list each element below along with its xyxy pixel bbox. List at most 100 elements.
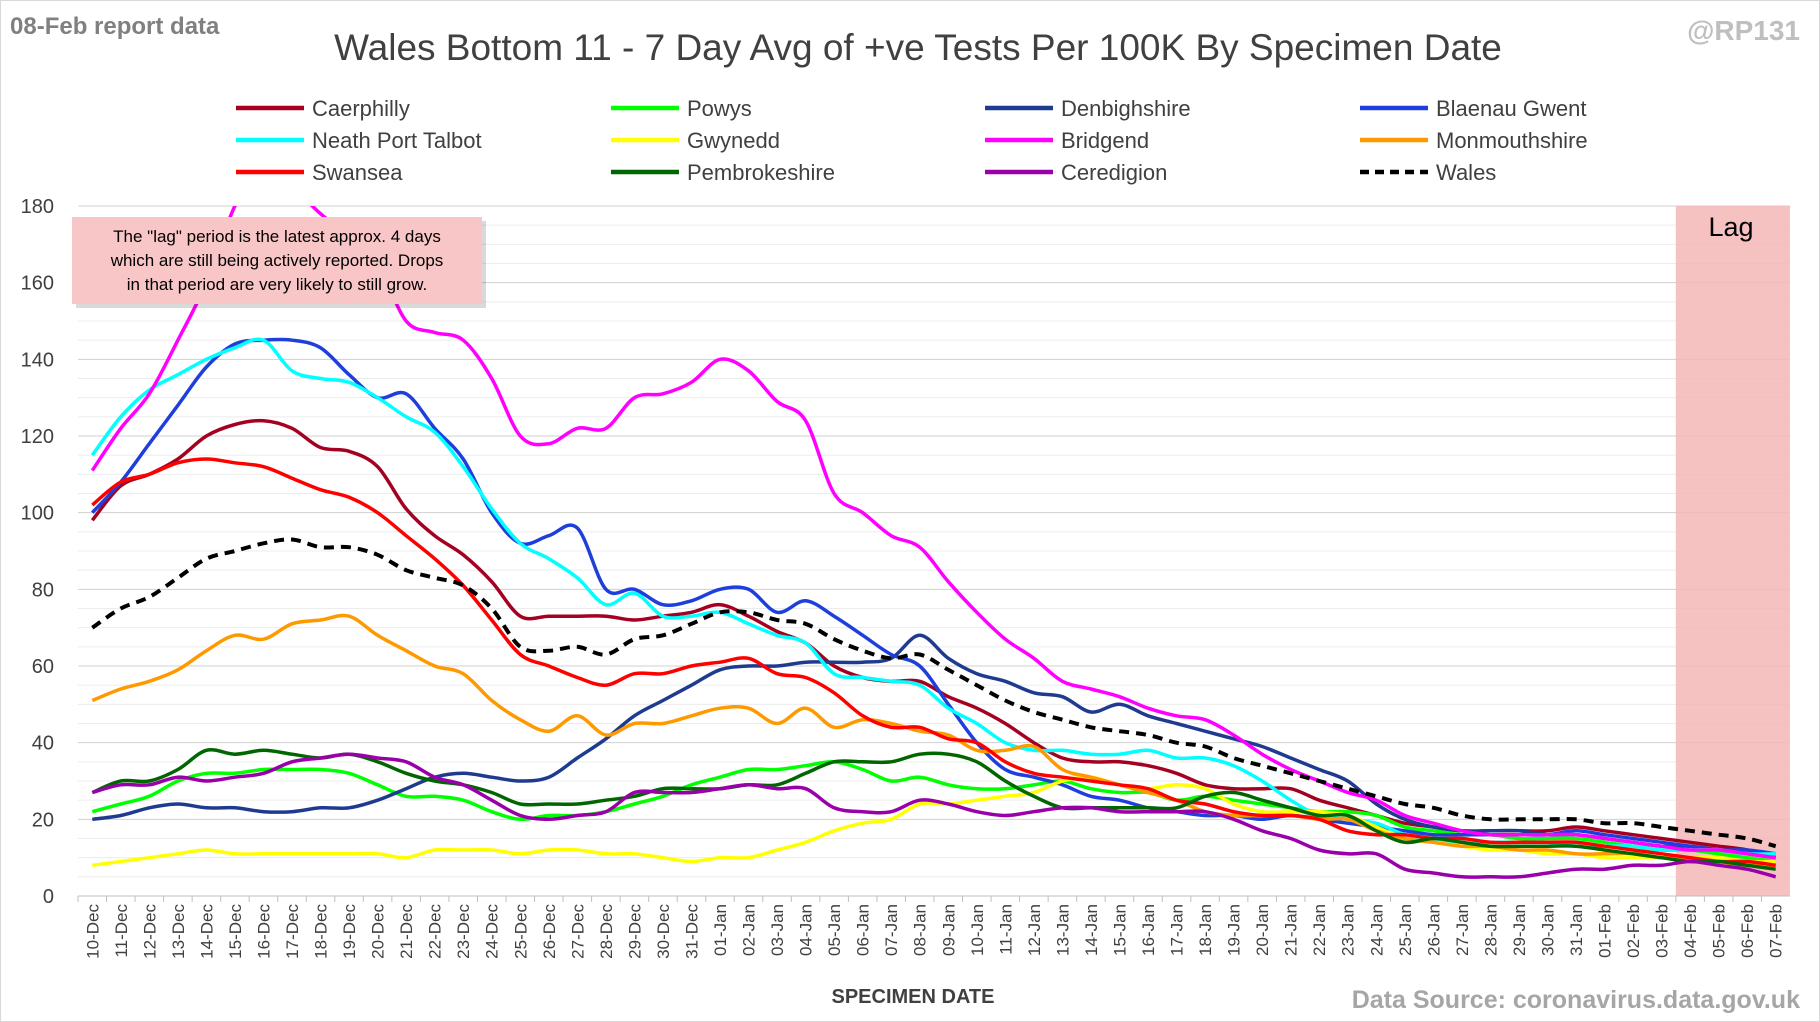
x-tick-label: 19-Jan xyxy=(1225,904,1244,956)
x-tick-label: 04-Jan xyxy=(797,904,816,956)
legend-label: Swansea xyxy=(312,160,403,185)
legend-label: Monmouthshire xyxy=(1436,128,1588,153)
x-tick-label: 14-Jan xyxy=(1082,904,1101,956)
series-line-caerphilly xyxy=(90,418,1777,860)
x-tick-label: 10-Jan xyxy=(968,904,987,956)
author-handle: @RP131 xyxy=(1687,15,1800,46)
x-tick-label: 16-Jan xyxy=(1139,904,1158,956)
x-tick-label: 19-Dec xyxy=(340,904,359,959)
legend-label: Gwynedd xyxy=(687,128,780,153)
y-tick-label: 80 xyxy=(32,579,54,601)
x-tick-label: 17-Jan xyxy=(1168,904,1187,956)
legend-label: Caerphilly xyxy=(312,96,410,121)
x-tick-label: 27-Jan xyxy=(1453,904,1472,956)
series-line-gwynedd xyxy=(92,775,1776,868)
legend-label: Pembrokeshire xyxy=(687,160,835,185)
series-line-denbighshire xyxy=(92,633,1776,860)
x-tick-label: 18-Jan xyxy=(1196,904,1215,956)
legend: Caerphilly Powys Denbighshire Blaenau Gwent… xyxy=(236,96,1588,185)
x-tick-label: 28-Jan xyxy=(1481,904,1500,956)
x-tick-label: 07-Jan xyxy=(882,904,901,956)
legend-item: Swansea xyxy=(236,160,403,185)
x-tick-label: 30-Dec xyxy=(654,904,673,959)
legend-label: Denbighshire xyxy=(1061,96,1191,121)
report-date-label: 08-Feb report data xyxy=(10,13,220,40)
y-tick-label: 180 xyxy=(21,196,54,218)
legend-item: Blaenau Gwent xyxy=(1360,96,1586,121)
x-tick-label: 12-Dec xyxy=(140,904,159,959)
x-tick-label: 06-Jan xyxy=(854,904,873,956)
y-tick-label: 160 xyxy=(21,273,54,295)
x-tick-label: 05-Jan xyxy=(825,904,844,956)
legend-item: Caerphilly xyxy=(236,96,410,121)
x-tick-label: 11-Dec xyxy=(112,904,131,958)
y-tick-label: 20 xyxy=(32,809,54,831)
legend-item: Pembrokeshire xyxy=(611,160,835,185)
x-tick-label: 11-Jan xyxy=(996,904,1015,955)
x-tick-label: 28-Dec xyxy=(597,904,616,959)
x-tick-label: 14-Dec xyxy=(197,904,216,959)
lag-region xyxy=(1675,206,1790,896)
x-tick-label: 03-Jan xyxy=(768,904,787,956)
lag-label: Lag xyxy=(1708,212,1753,242)
x-tick-label: 21-Dec xyxy=(397,904,416,959)
x-tick-label: 20-Jan xyxy=(1253,904,1272,956)
x-tick-label: 24-Dec xyxy=(483,904,502,959)
y-tick-label: 0 xyxy=(43,886,54,908)
x-tick-label: 15-Jan xyxy=(1110,904,1129,956)
x-tick-label: 13-Jan xyxy=(1053,904,1072,956)
legend-item: Wales xyxy=(1360,160,1496,185)
legend-label: Neath Port Talbot xyxy=(312,128,482,153)
x-tick-label: 30-Jan xyxy=(1538,904,1557,956)
x-tick-label: 13-Dec xyxy=(169,904,188,959)
y-tick-label: 100 xyxy=(21,503,54,525)
legend-label: Wales xyxy=(1436,160,1496,185)
legend-item: Powys xyxy=(611,96,752,121)
lag-note-box: The "lag" period is the latest approx. 4… xyxy=(72,217,486,308)
legend-item: Denbighshire xyxy=(985,96,1191,121)
legend-label: Blaenau Gwent xyxy=(1436,96,1586,121)
series-line-pembrokeshire xyxy=(91,748,1776,871)
x-tick-label: 22-Dec xyxy=(426,904,445,959)
y-axis-ticks: 0 20 40 60 80 100 120 140 160 180 xyxy=(21,196,54,908)
x-tick-label: 25-Jan xyxy=(1396,904,1415,956)
x-tick-label: 21-Jan xyxy=(1282,904,1301,956)
series-line-wales xyxy=(91,537,1777,849)
x-tick-label: 26-Jan xyxy=(1424,904,1443,956)
x-tick-label: 02-Jan xyxy=(740,904,759,956)
legend-label: Powys xyxy=(687,96,752,121)
x-tick-label: 05-Feb xyxy=(1710,904,1729,958)
y-tick-label: 140 xyxy=(21,349,54,371)
x-tick-label: 10-Dec xyxy=(83,904,102,959)
x-tick-label: 03-Feb xyxy=(1653,904,1672,958)
series-line-swansea xyxy=(91,457,1776,868)
lag-note-line: in that period are very likely to still … xyxy=(127,275,427,294)
lag-note-line: which are still being actively reported.… xyxy=(110,251,444,270)
x-tick-label: 12-Jan xyxy=(1025,904,1044,956)
legend-label: Ceredigion xyxy=(1061,160,1167,185)
x-tick-label: 23-Jan xyxy=(1339,904,1358,956)
x-tick-label: 18-Dec xyxy=(312,904,331,959)
y-tick-label: 60 xyxy=(32,656,54,678)
x-tick-label: 24-Jan xyxy=(1367,904,1386,956)
x-tick-label: 04-Feb xyxy=(1681,904,1700,958)
x-tick-label: 02-Feb xyxy=(1624,904,1643,958)
x-tick-label: 09-Jan xyxy=(939,904,958,956)
data-source: Data Source: coronavirus.data.gov.uk xyxy=(1352,986,1800,1014)
x-axis-title: SPECIMEN DATE xyxy=(832,986,995,1008)
x-tick-label: 26-Dec xyxy=(540,904,559,959)
x-tick-label: 01-Jan xyxy=(711,904,730,956)
x-tick-label: 22-Jan xyxy=(1310,904,1329,956)
x-tick-label: 17-Dec xyxy=(283,904,302,959)
legend-item: Bridgend xyxy=(985,128,1149,153)
x-tick-label: 08-Jan xyxy=(911,904,930,956)
x-tick-label: 06-Feb xyxy=(1738,904,1757,958)
legend-item: Monmouthshire xyxy=(1360,128,1588,153)
x-tick-label: 07-Feb xyxy=(1767,904,1786,958)
y-tick-label: 120 xyxy=(21,426,54,448)
x-tick-label: 31-Jan xyxy=(1567,904,1586,956)
x-tick-label: 31-Dec xyxy=(682,904,701,959)
lag-note-line: The "lag" period is the latest approx. 4… xyxy=(113,227,441,246)
x-tick-label: 15-Dec xyxy=(226,904,245,959)
